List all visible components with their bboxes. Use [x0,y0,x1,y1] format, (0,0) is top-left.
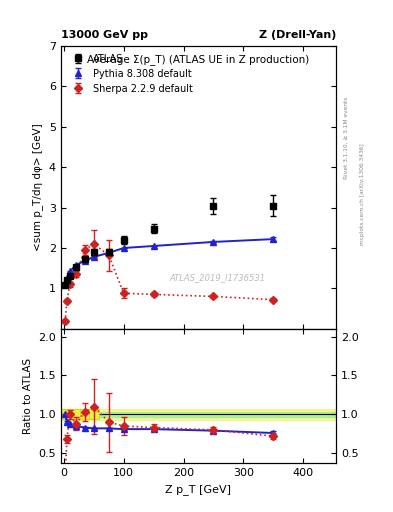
Bar [61,409,336,420]
Y-axis label: <sum p_T/dη dφ> [GeV]: <sum p_T/dη dφ> [GeV] [33,123,43,251]
Y-axis label: Ratio to ATLAS: Ratio to ATLAS [23,358,33,434]
Bar [61,412,336,417]
Text: Rivet 3.1.10, ≥ 3.1M events: Rivet 3.1.10, ≥ 3.1M events [344,97,349,179]
Text: Z (Drell-Yan): Z (Drell-Yan) [259,30,336,40]
Text: 13000 GeV pp: 13000 GeV pp [61,30,148,40]
Text: mcplots.cern.ch [arXiv:1306.3436]: mcplots.cern.ch [arXiv:1306.3436] [360,144,365,245]
X-axis label: Z p_T [GeV]: Z p_T [GeV] [165,484,231,495]
Text: ATLAS_2019_I1736531: ATLAS_2019_I1736531 [170,273,266,283]
Legend: ATLAS, Pythia 8.308 default, Sherpa 2.2.9 default: ATLAS, Pythia 8.308 default, Sherpa 2.2.… [66,51,196,96]
Text: Average Σ(p_T) (ATLAS UE in Z production): Average Σ(p_T) (ATLAS UE in Z production… [87,55,310,66]
